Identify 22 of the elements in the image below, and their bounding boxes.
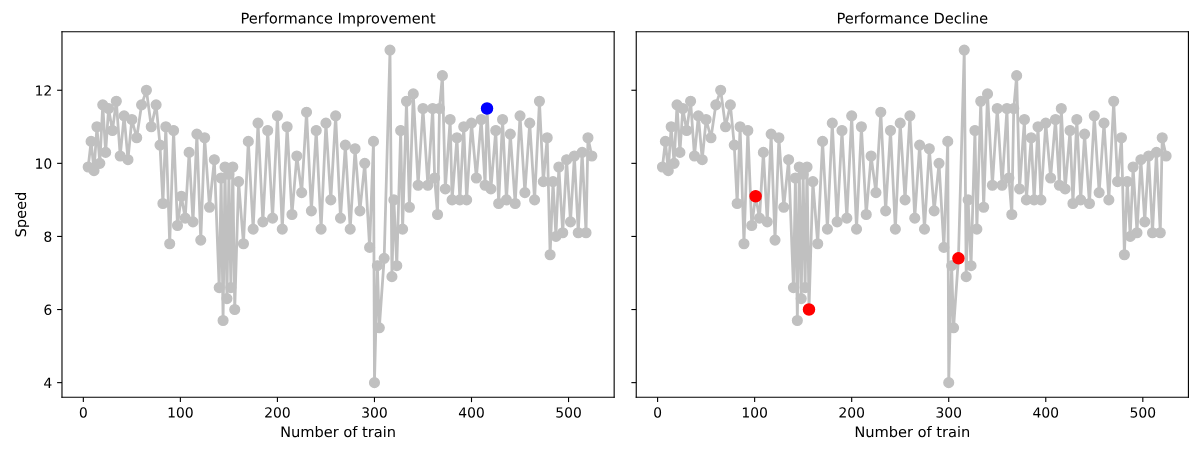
x-tick-label: 100 xyxy=(742,407,767,418)
x-tick-label: 500 xyxy=(556,407,581,418)
x-tick-label: 300 xyxy=(362,407,387,418)
x-tick-label: 200 xyxy=(265,407,290,418)
chart-title: Performance Decline xyxy=(837,12,988,24)
x-axis-title: Number of train xyxy=(855,425,970,438)
x-tick-label: 200 xyxy=(839,407,865,418)
x-tick-label: 0 xyxy=(79,407,87,418)
y-tick-label: 8 xyxy=(44,231,52,242)
x-tick-label: 500 xyxy=(1130,407,1156,418)
y-tick-label: 6 xyxy=(44,304,52,316)
y-tick-label: 4 xyxy=(44,377,52,388)
x-tick-label: 0 xyxy=(654,407,662,418)
x-tick-label: 400 xyxy=(458,407,484,418)
x-tick-label: 300 xyxy=(936,407,962,418)
x-axis-title: Number of train xyxy=(281,425,395,438)
x-tick-label: 100 xyxy=(168,407,193,418)
chart-title: Performance Improvement xyxy=(241,12,436,27)
y-tick-label: 12 xyxy=(36,85,51,96)
x-tick-label: 400 xyxy=(1033,407,1059,418)
y-tick-label: 10 xyxy=(36,158,52,169)
y-axis-title: Speed xyxy=(14,192,30,237)
